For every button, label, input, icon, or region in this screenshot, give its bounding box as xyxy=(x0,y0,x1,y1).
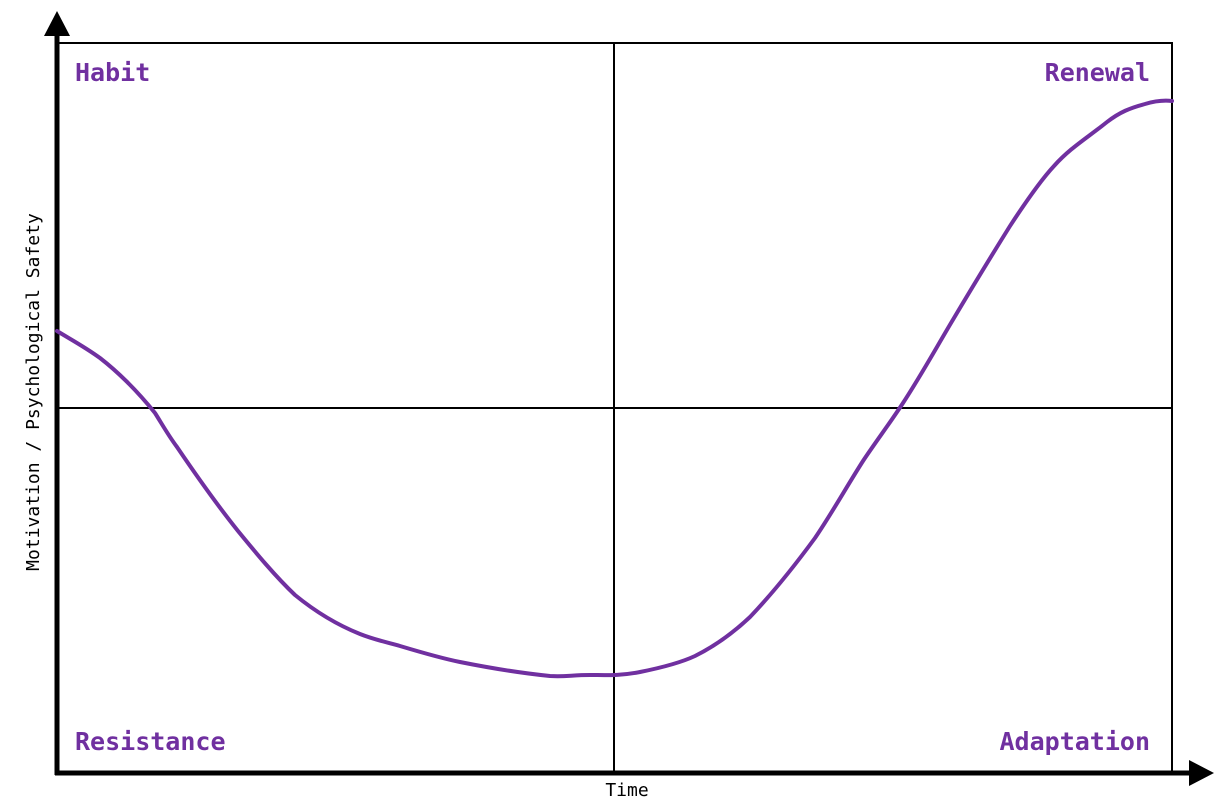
y-axis-arrow-icon xyxy=(44,11,70,36)
quadrant-label-adaptation: Adaptation xyxy=(999,727,1150,756)
x-axis-label: Time xyxy=(605,780,648,801)
quadrant-label-renewal: Renewal xyxy=(1045,58,1150,87)
quadrant-label-resistance: Resistance xyxy=(75,727,226,756)
y-axis-label: Motivation / Psychological Safety xyxy=(23,213,44,571)
x-axis-arrow-icon xyxy=(1189,760,1214,786)
quadrant-label-habit: Habit xyxy=(75,58,150,87)
change-curve xyxy=(55,98,1174,679)
